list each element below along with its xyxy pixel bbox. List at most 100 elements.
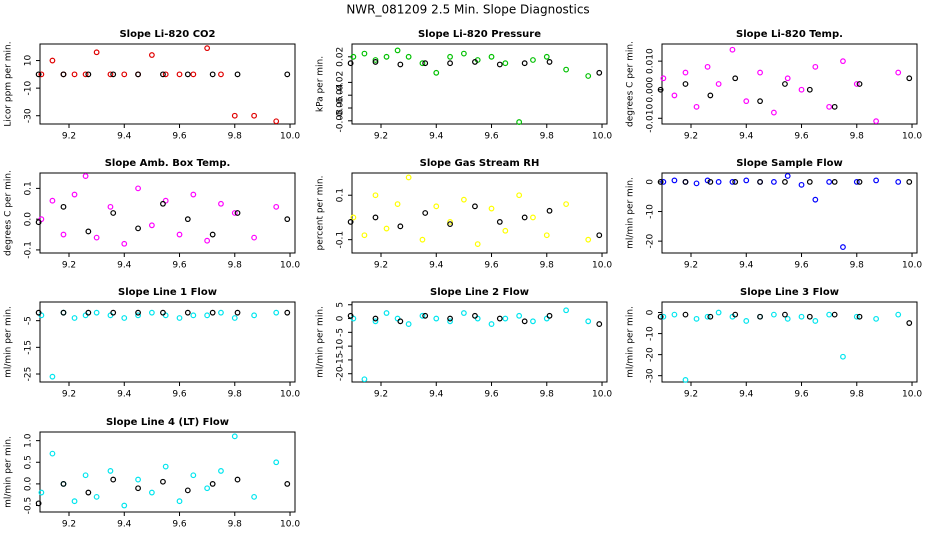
- point: [460, 196, 467, 203]
- y-tick-label: -0.010: [646, 104, 656, 133]
- point: [770, 178, 777, 185]
- x-tick-label: 9.4: [117, 261, 132, 271]
- point: [135, 485, 141, 492]
- y-tick-label: 0: [646, 309, 656, 315]
- y-tick-label: -30: [646, 368, 656, 383]
- point: [209, 71, 216, 78]
- x-tick-label: 9.8: [540, 261, 555, 271]
- point: [82, 472, 89, 479]
- point: [231, 433, 238, 440]
- point: [906, 320, 913, 326]
- point: [422, 210, 429, 216]
- point: [383, 310, 390, 316]
- point: [831, 103, 838, 110]
- point: [853, 313, 860, 320]
- point: [121, 502, 128, 509]
- x-tick-label: 9.4: [739, 132, 754, 142]
- point: [732, 75, 739, 82]
- point: [682, 81, 689, 87]
- point: [743, 98, 750, 105]
- x-tick-label: 9.4: [739, 390, 754, 400]
- plot-frame: [39, 301, 296, 383]
- x-tick-label: 9.8: [228, 132, 243, 142]
- point: [433, 315, 440, 322]
- point: [110, 210, 117, 216]
- point: [273, 309, 280, 316]
- panel-title: Slope Line 1 Flow: [118, 287, 217, 298]
- point: [71, 71, 78, 78]
- point: [682, 311, 689, 318]
- y-axis-label: degrees C per min.: [626, 41, 636, 127]
- y-tick-label: -30: [24, 108, 34, 123]
- point: [585, 236, 592, 243]
- point: [757, 313, 763, 320]
- point: [273, 118, 280, 125]
- y-axis-label: percent per min.: [316, 176, 326, 251]
- point: [693, 315, 700, 322]
- point: [856, 81, 863, 87]
- y-tick-label: 0: [646, 179, 656, 185]
- point: [563, 66, 570, 73]
- point: [82, 312, 89, 319]
- y-tick-label: 0.1: [336, 188, 346, 202]
- point: [372, 315, 379, 322]
- point: [563, 201, 570, 208]
- point: [530, 214, 536, 221]
- point: [209, 309, 216, 316]
- x-tick-label: 9.6: [484, 132, 499, 142]
- point: [135, 71, 141, 78]
- point: [671, 177, 678, 184]
- point: [707, 92, 714, 99]
- point: [372, 318, 379, 325]
- x-tick-label: 9.2: [62, 132, 76, 142]
- y-tick-label: 0.02: [336, 47, 346, 67]
- point: [35, 71, 42, 78]
- y-tick-label: -20: [646, 347, 656, 362]
- point: [757, 98, 763, 105]
- point: [162, 312, 169, 319]
- x-tick-label: 9.6: [484, 390, 499, 400]
- point: [806, 86, 813, 93]
- y-tick-label: 1.0: [24, 433, 34, 448]
- point: [148, 52, 155, 58]
- y-tick-label: -15: [336, 353, 346, 368]
- plot-frame: [39, 431, 296, 513]
- point: [121, 240, 128, 247]
- point: [798, 86, 805, 93]
- y-tick-label: 0: [336, 315, 346, 321]
- point: [447, 318, 453, 325]
- point: [488, 321, 495, 327]
- x-tick-label: 9.8: [850, 132, 865, 142]
- point: [546, 207, 553, 214]
- point: [397, 318, 404, 325]
- point: [447, 53, 453, 60]
- y-axis-label: ml/min per min.: [626, 306, 636, 378]
- x-tick-label: 10.0: [592, 132, 612, 142]
- point: [204, 237, 211, 244]
- point: [743, 318, 750, 324]
- panel-title: Slope Line 3 Flow: [740, 287, 839, 298]
- point: [372, 59, 379, 65]
- point: [383, 225, 390, 232]
- point: [397, 223, 404, 230]
- point: [218, 71, 224, 78]
- point: [361, 376, 368, 383]
- point: [782, 81, 788, 87]
- point: [372, 192, 379, 199]
- y-tick-label: -10: [336, 339, 346, 354]
- point: [234, 71, 241, 78]
- point: [488, 205, 495, 212]
- point: [121, 315, 128, 321]
- point: [682, 376, 689, 383]
- point: [682, 178, 689, 185]
- point: [460, 50, 467, 57]
- point: [546, 59, 553, 65]
- y-tick-label: 10: [24, 55, 34, 67]
- point: [231, 315, 238, 321]
- point: [812, 63, 819, 70]
- point: [121, 71, 128, 78]
- y-tick-label: -10: [24, 81, 34, 96]
- point: [530, 57, 536, 63]
- point: [361, 50, 368, 57]
- point: [251, 234, 258, 241]
